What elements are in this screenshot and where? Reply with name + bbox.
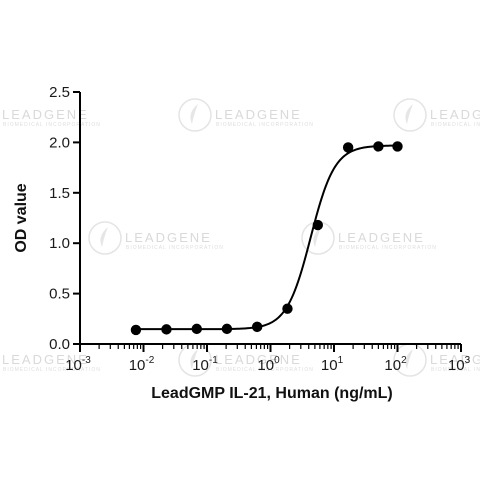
- y-tick-label: 0.0: [49, 336, 70, 353]
- x-axis-title: LeadGMP IL-21, Human (ng/mL): [151, 385, 393, 402]
- watermark-subtext: BIOMEDICAL INCORPORATION: [339, 245, 437, 251]
- data-point: [392, 141, 403, 152]
- watermark-subtext: BIOMEDICAL INCORPORATION: [126, 245, 224, 251]
- y-tick-label: 2.5: [49, 84, 70, 101]
- data-point: [191, 323, 202, 335]
- data-point: [221, 323, 233, 335]
- axes: 0.0 0.5 1.0 1.5 2.0 2.5 10-3 10-2 10-1 100 101 102 1…: [49, 84, 470, 374]
- watermark-text: LEADGENE: [215, 107, 302, 122]
- y-tick-label: 1.5: [49, 185, 70, 202]
- y-tick-label: 2.0: [49, 134, 70, 151]
- watermark-text: LEADGENE: [430, 107, 480, 122]
- watermark-subtext: BIOMEDICAL INCORPORATION: [216, 367, 314, 373]
- x-tick-label: 101: [321, 355, 344, 374]
- x-tick-label: 10-3: [65, 355, 91, 374]
- watermark-text: LEADGENE: [430, 352, 480, 367]
- y-tick-label: 0.5: [49, 286, 70, 303]
- data-point: [251, 321, 263, 333]
- watermark-text: LEADGENE: [2, 352, 89, 367]
- data-point: [373, 141, 384, 152]
- watermark-text: LEADGENE: [338, 230, 425, 245]
- watermark-leaf-icon: [405, 104, 413, 124]
- watermark-logo-icon: [88, 221, 122, 255]
- watermark-leaf-icon: [190, 104, 198, 124]
- x-tick-label: 100: [257, 355, 280, 374]
- fit-curve-layer: [135, 144, 398, 331]
- y-axis-title: OD value: [13, 183, 30, 252]
- watermark-subtext: BIOMEDICAL INCORPORATION: [216, 122, 314, 128]
- watermark-subtext: BIOMEDICAL INCORPORATION: [3, 122, 101, 128]
- x-tick-label: 10-2: [129, 355, 155, 374]
- watermark-leaf-icon: [100, 227, 108, 247]
- data-point: [312, 219, 324, 231]
- x-tick-label: 102: [384, 355, 407, 374]
- watermark-leaf-icon: [190, 349, 198, 369]
- x-tick-label: 10-1: [192, 355, 218, 374]
- watermark-subtext: BIOMEDICAL INCORPORATION: [431, 122, 480, 128]
- watermark-logo-icon: [178, 98, 212, 132]
- watermark-leaf-icon: [405, 349, 413, 369]
- x-tick-label: 103: [448, 355, 471, 374]
- watermark-subtext: BIOMEDICAL INCORPORATION: [431, 367, 480, 373]
- watermark-logo-icon: [393, 98, 427, 132]
- y-tick-label: 1.0: [49, 235, 70, 252]
- data-points-layer: [130, 141, 403, 336]
- watermark-text: LEADGENE: [125, 230, 212, 245]
- watermark-leaf-icon: [313, 227, 321, 247]
- data-point: [130, 324, 142, 336]
- watermark-subtext: BIOMEDICAL INCORPORATION: [3, 367, 101, 373]
- data-point: [342, 142, 354, 153]
- watermark-text: LEADGENE: [2, 107, 89, 122]
- data-point: [282, 303, 293, 314]
- data-point: [161, 324, 172, 335]
- watermark-text: LEADGENE: [215, 352, 302, 367]
- fit-curve: [135, 144, 398, 331]
